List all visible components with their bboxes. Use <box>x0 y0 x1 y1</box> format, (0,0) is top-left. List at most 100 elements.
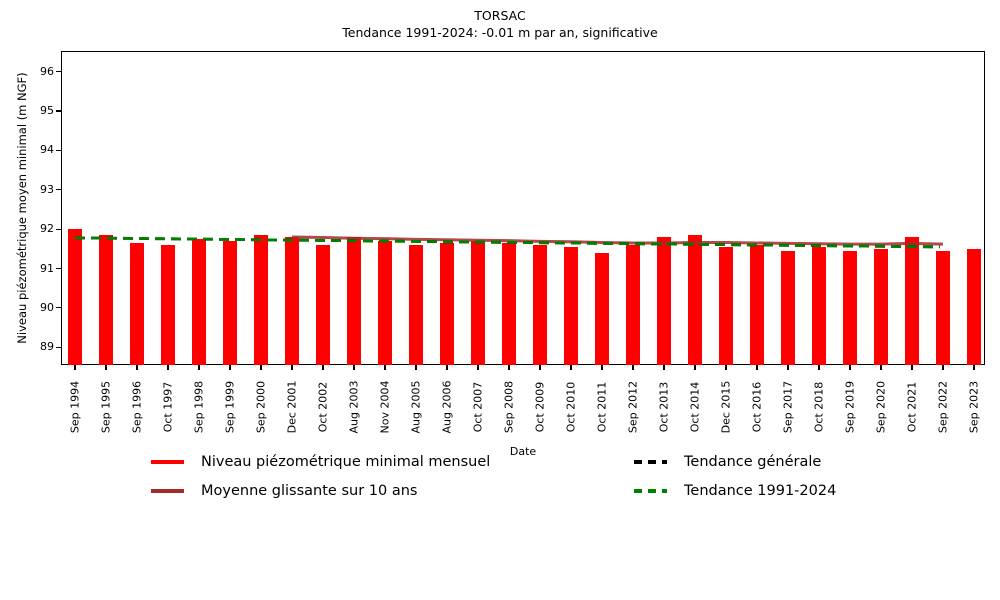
trend-1991-2024-line <box>74 236 940 249</box>
x-tick-label: Sep 2020 <box>874 380 888 434</box>
y-tick-label: 91 <box>40 261 54 275</box>
x-tick-label: Oct 2016 <box>750 381 764 433</box>
x-tick-mark <box>291 365 293 370</box>
x-tick-mark <box>508 365 510 370</box>
y-tick-mark <box>56 228 61 230</box>
x-tick-label: Sep 2012 <box>626 380 640 434</box>
x-axis-label: Date <box>509 445 537 458</box>
plot-area <box>61 51 985 365</box>
y-tick-label: 89 <box>40 340 54 354</box>
x-tick-mark <box>880 365 882 370</box>
x-tick-label: Sep 1995 <box>99 380 113 434</box>
x-tick-label: Oct 2010 <box>564 381 578 433</box>
y-tick-label: 94 <box>40 143 54 157</box>
x-tick-label: Sep 2019 <box>843 380 857 434</box>
x-tick-mark <box>663 365 665 370</box>
black-dashed-line-swatch-icon <box>634 460 667 464</box>
chart-lines-overlay <box>74 235 944 249</box>
y-tick-mark <box>56 346 61 348</box>
legend-label: Niveau piézométrique minimal mensuel <box>201 454 491 470</box>
green-dashed-line-swatch-icon <box>634 489 667 493</box>
legend-label: Moyenne glissante sur 10 ans <box>201 483 418 499</box>
legend-item-tendance-generale: Tendance générale <box>634 452 821 472</box>
x-tick-mark <box>167 365 169 370</box>
bar <box>254 235 268 365</box>
x-tick-mark <box>849 365 851 370</box>
x-tick-label: Oct 2014 <box>688 381 702 433</box>
x-tick-label: Sep 1996 <box>130 380 144 434</box>
chart-subtitle: Tendance 1991-2024: -0.01 m par an, sign… <box>342 25 658 40</box>
bar <box>750 244 764 365</box>
y-tick-label: 96 <box>40 64 54 78</box>
bar <box>688 235 702 365</box>
bar <box>99 235 113 365</box>
x-tick-mark <box>446 365 448 370</box>
bar <box>192 239 206 365</box>
bar <box>781 250 795 365</box>
x-tick-label: Aug 2006 <box>440 380 454 434</box>
brown-line-swatch-icon <box>151 489 184 493</box>
x-tick-mark <box>570 365 572 370</box>
x-tick-mark <box>756 365 758 370</box>
x-tick-mark <box>322 365 324 370</box>
bar <box>564 246 578 365</box>
bar <box>657 237 671 365</box>
x-tick-label: Dec 2015 <box>719 380 733 434</box>
x-tick-mark <box>136 365 138 370</box>
x-tick-label: Sep 1999 <box>223 380 237 434</box>
x-tick-mark <box>911 365 913 370</box>
x-tick-mark <box>415 365 417 370</box>
x-tick-label: Sep 2000 <box>254 380 268 434</box>
x-tick-mark <box>973 365 975 370</box>
x-tick-mark <box>477 365 479 370</box>
y-tick-label: 95 <box>40 104 54 118</box>
x-tick-mark <box>353 365 355 370</box>
x-tick-label: Oct 2018 <box>812 381 826 433</box>
x-tick-mark <box>818 365 820 370</box>
x-tick-label: Sep 1998 <box>192 380 206 434</box>
y-tick-mark <box>56 267 61 270</box>
x-tick-label: Oct 2011 <box>595 381 609 433</box>
x-tick-label: Oct 2021 <box>905 381 919 433</box>
x-tick-mark <box>384 365 386 370</box>
red-line-swatch-icon <box>151 460 184 464</box>
y-tick-mark <box>56 149 61 151</box>
x-tick-label: Oct 2009 <box>533 381 547 433</box>
x-tick-label: Nov 2004 <box>378 380 392 434</box>
x-tick-label: Oct 1997 <box>161 381 175 433</box>
x-tick-label: Dec 2001 <box>285 380 299 434</box>
x-tick-mark <box>942 365 944 370</box>
x-tick-label: Sep 2008 <box>502 380 516 434</box>
bar <box>347 237 361 365</box>
bar <box>905 237 919 365</box>
bar <box>936 250 950 365</box>
y-tick-mark <box>56 71 61 73</box>
x-tick-label: Sep 2023 <box>967 380 981 434</box>
y-tick-mark <box>56 189 61 191</box>
x-tick-label: Sep 2022 <box>936 380 950 434</box>
bar <box>223 240 237 365</box>
x-tick-label: Oct 2013 <box>657 381 671 433</box>
x-tick-mark <box>198 365 200 370</box>
bar <box>967 248 981 365</box>
x-tick-mark <box>632 365 634 370</box>
bar <box>130 242 144 365</box>
bar <box>812 246 826 365</box>
y-tick-mark <box>56 110 61 112</box>
title-block: TORSAC Tendance 1991-2024: -0.01 m par a… <box>0 7 1000 41</box>
bar <box>285 237 299 365</box>
x-tick-mark <box>74 365 76 370</box>
x-tick-mark <box>725 365 727 370</box>
bar <box>378 240 392 365</box>
x-tick-label: Sep 2017 <box>781 380 795 434</box>
x-tick-mark <box>105 365 107 370</box>
y-tick-mark <box>56 307 61 309</box>
chart-title: TORSAC <box>474 8 526 23</box>
x-tick-label: Oct 2002 <box>316 381 330 433</box>
bar <box>843 250 857 365</box>
x-tick-mark <box>694 365 696 370</box>
bar <box>409 244 423 365</box>
bar <box>874 248 888 365</box>
legend-item-niveau-piezometrique: Niveau piézométrique minimal mensuel <box>151 452 490 472</box>
